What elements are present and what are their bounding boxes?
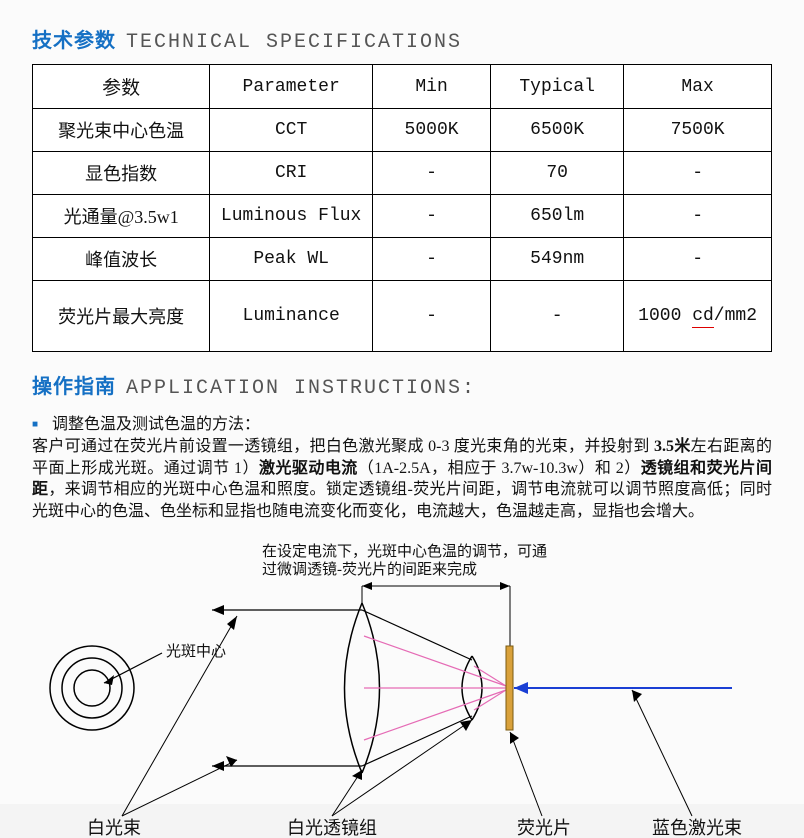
table-cell: Luminance bbox=[210, 281, 373, 352]
table-cell: 荧光片最大亮度 bbox=[33, 281, 210, 352]
diagram-caption-1: 在设定电流下，光斑中心色温的调节，可通 bbox=[262, 543, 547, 560]
bold-text: 透镜组和荧光片间距 bbox=[32, 460, 772, 499]
bold-text: 3.5米 bbox=[654, 438, 691, 455]
table-row: 聚光束中心色温CCT5000K6500K7500K bbox=[33, 109, 772, 152]
optics-diagram: 在设定电流下，光斑中心色温的调节，可通 过微调透镜-荧光片的间距来完成 光斑中心 bbox=[32, 538, 772, 838]
label-phosphor: 荧光片 bbox=[517, 818, 571, 838]
bold-text: 激光驱动电流 bbox=[259, 460, 358, 477]
label-lens-group: 白光透镜组 bbox=[287, 818, 377, 838]
table-cell: - bbox=[491, 281, 624, 352]
table-cell: 650lm bbox=[491, 195, 624, 238]
table-cell: 光通量@3.5w1 bbox=[33, 195, 210, 238]
instructions-bullet-text: 调整色温及测试色温的方法： bbox=[52, 416, 260, 433]
table-header: Min bbox=[372, 65, 490, 109]
table-header: 参数 bbox=[33, 65, 210, 109]
table-cell: CRI bbox=[210, 152, 373, 195]
square-bullet-icon: ■ bbox=[32, 419, 38, 430]
table-cell: CCT bbox=[210, 109, 373, 152]
table-cell: 549nm bbox=[491, 238, 624, 281]
section-title-instructions-zh: 操作指南 bbox=[32, 376, 116, 398]
table-row: 光通量@3.5w1Luminous Flux-650lm- bbox=[33, 195, 772, 238]
instructions-body: 客户可通过在荧光片前设置一透镜组，把白色激光聚成 0-3 度光束角的光束，并投射… bbox=[32, 436, 772, 522]
table-cell: 6500K bbox=[491, 109, 624, 152]
table-cell: - bbox=[372, 238, 490, 281]
section-title-instructions-en: APPLICATION INSTRUCTIONS: bbox=[126, 377, 476, 400]
label-white-beam: 白光束 bbox=[87, 818, 141, 838]
table-cell: - bbox=[372, 281, 490, 352]
table-cell: 显色指数 bbox=[33, 152, 210, 195]
section-title-instructions: 操作指南 APPLICATION INSTRUCTIONS: bbox=[32, 370, 772, 400]
table-cell: - bbox=[624, 152, 772, 195]
table-row: 峰值波长Peak WL-549nm- bbox=[33, 238, 772, 281]
table-cell: Luminous Flux bbox=[210, 195, 373, 238]
table-cell: - bbox=[372, 152, 490, 195]
section-title-specs-zh: 技术参数 bbox=[32, 30, 116, 52]
table-row: 荧光片最大亮度Luminance--1000 cd/mm2 bbox=[33, 281, 772, 352]
table-header: Parameter bbox=[210, 65, 373, 109]
table-cell: - bbox=[624, 195, 772, 238]
table-cell: - bbox=[624, 238, 772, 281]
phosphor-plate bbox=[506, 646, 513, 730]
label-blue-laser: 蓝色激光束 bbox=[652, 818, 742, 838]
diagram-caption-2: 过微调透镜-荧光片的间距来完成 bbox=[262, 560, 477, 578]
spot-target bbox=[50, 646, 134, 730]
section-title-specs: 技术参数 TECHNICAL SPECIFICATIONS bbox=[32, 24, 772, 54]
table-cell: 5000K bbox=[372, 109, 490, 152]
table-header: Typical bbox=[491, 65, 624, 109]
table-cell: Peak WL bbox=[210, 238, 373, 281]
table-cell: 1000 cd/mm2 bbox=[624, 281, 772, 352]
instructions-bullet: ■ 调整色温及测试色温的方法： bbox=[32, 410, 772, 434]
table-header: Max bbox=[624, 65, 772, 109]
table-cell: 7500K bbox=[624, 109, 772, 152]
table-cell: 70 bbox=[491, 152, 624, 195]
table-cell: - bbox=[372, 195, 490, 238]
specs-table: 参数ParameterMinTypicalMax 聚光束中心色温CCT5000K… bbox=[32, 64, 772, 352]
table-cell: 聚光束中心色温 bbox=[33, 109, 210, 152]
table-row: 显色指数CRI-70- bbox=[33, 152, 772, 195]
table-cell: 峰值波长 bbox=[33, 238, 210, 281]
pink-rays bbox=[364, 636, 506, 740]
section-title-specs-en: TECHNICAL SPECIFICATIONS bbox=[126, 31, 462, 54]
